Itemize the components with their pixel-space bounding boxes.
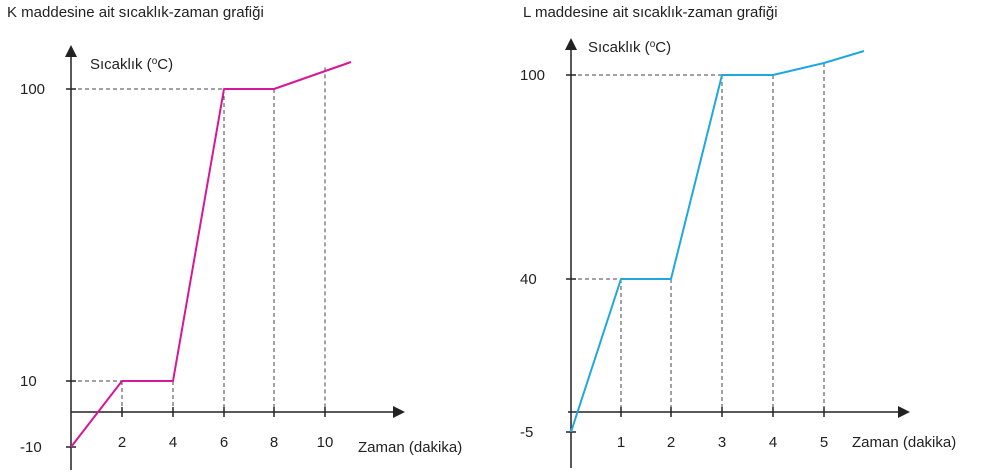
l-x-tick-label: 5	[820, 434, 828, 451]
k-x-tick-label: 4	[169, 434, 177, 451]
k-x-axis-label: Zaman (dakika)	[358, 439, 462, 456]
k-series-line	[70, 61, 352, 448]
l-y-tick-label: 40	[520, 271, 537, 288]
k-y-axis-arrow	[65, 45, 77, 57]
k-x-tick-label: 8	[270, 434, 278, 451]
k-x-tick-label: 10	[317, 434, 334, 451]
l-y-tick-label: 100	[520, 67, 545, 84]
l-x-tick-label: 4	[769, 434, 777, 451]
l-y-tick-label: -5	[520, 424, 533, 441]
l-x-tick-label: 2	[667, 434, 675, 451]
l-x-axis-label: Zaman (dakika)	[852, 434, 956, 451]
k-y-tick-label: -10	[20, 439, 42, 456]
chart-l-title: L maddesine ait sıcaklık-zaman grafiği	[523, 4, 778, 21]
l-x-tick-label: 1	[617, 434, 625, 451]
l-x-axis-arrow	[898, 406, 910, 418]
k-y-axis-label: Sıcaklık (oC)	[90, 56, 173, 74]
l-x-tick-label: 3	[718, 434, 726, 451]
k-x-axis-arrow	[393, 406, 405, 418]
l-series-line	[570, 50, 865, 433]
k-y-tick-label: 100	[20, 81, 45, 98]
k-x-tick-label: 2	[118, 434, 126, 451]
k-y-tick-label: 10	[20, 373, 37, 390]
chart-k-title: K maddesine ait sıcaklık-zaman grafiği	[7, 4, 264, 21]
k-x-tick-label: 6	[220, 434, 228, 451]
l-y-axis-label: Sıcaklık (oC)	[588, 39, 671, 57]
l-y-axis-arrow	[565, 38, 577, 50]
